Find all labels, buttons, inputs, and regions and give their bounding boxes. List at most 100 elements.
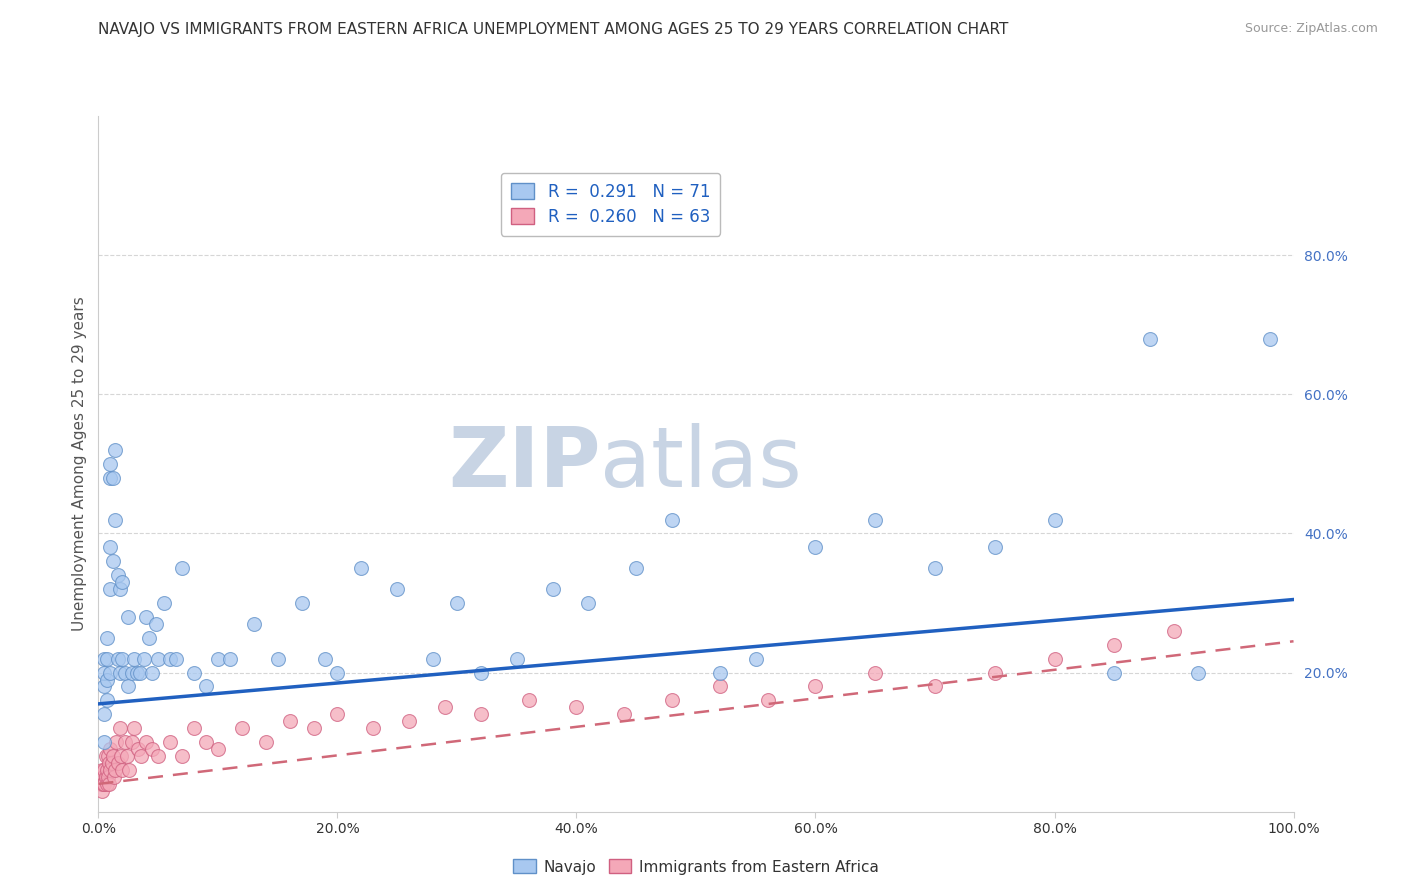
Point (446, 596, 468, 610)
Point (98, 763, 122, 777)
Point (104, 512, 127, 526)
Point (101, 554, 124, 568)
Point (138, 631, 160, 645)
Point (94, 770, 117, 784)
Point (96, 673, 118, 687)
Point (517, 693, 540, 707)
Point (93, 735, 115, 749)
Point (745, 651, 768, 665)
Point (159, 735, 181, 749)
Point (108, 721, 131, 735)
Point (278, 714, 301, 729)
Point (108, 665, 131, 680)
Point (114, 665, 136, 680)
Point (613, 707, 636, 722)
Point (207, 651, 229, 665)
Point (506, 651, 529, 665)
Point (756, 693, 779, 707)
Point (183, 721, 205, 735)
Point (98, 541, 122, 555)
Point (93, 651, 115, 665)
Point (1187, 665, 1209, 680)
Point (148, 749, 170, 764)
Point (924, 680, 946, 694)
Point (363, 721, 385, 735)
Point (114, 735, 136, 749)
Point (108, 582, 131, 596)
Point (101, 471, 124, 485)
Point (111, 763, 134, 777)
Point (93, 777, 115, 791)
Point (1102, 665, 1125, 680)
Point (131, 749, 153, 764)
Point (183, 665, 205, 680)
Point (1258, 332, 1281, 346)
Point (243, 616, 266, 631)
Point (231, 721, 253, 735)
Point (350, 561, 373, 575)
Point (983, 541, 1005, 555)
Point (129, 665, 152, 680)
Point (96, 693, 118, 707)
Point (141, 742, 163, 756)
Point (661, 512, 683, 526)
Point (98, 756, 121, 770)
Point (96, 651, 118, 665)
Point (470, 665, 492, 680)
Point (111, 575, 134, 590)
Point (111, 651, 134, 665)
Point (470, 707, 492, 722)
Point (153, 596, 176, 610)
Point (207, 742, 229, 756)
Point (93, 665, 115, 680)
Point (326, 665, 349, 680)
Point (96, 777, 118, 791)
Point (104, 442, 127, 457)
Point (267, 651, 290, 665)
Y-axis label: Unemployment Among Ages 25 to 29 years: Unemployment Among Ages 25 to 29 years (72, 296, 87, 632)
Point (326, 707, 349, 722)
Point (315, 651, 337, 665)
Text: Source: ZipAtlas.com: Source: ZipAtlas.com (1244, 22, 1378, 36)
Point (290, 596, 312, 610)
Point (132, 651, 155, 665)
Point (91, 784, 114, 798)
Text: NAVAJO VS IMMIGRANTS FROM EASTERN AFRICA UNEMPLOYMENT AMONG AGES 25 TO 29 YEARS : NAVAJO VS IMMIGRANTS FROM EASTERN AFRICA… (98, 22, 1008, 37)
Point (94, 749, 117, 764)
Point (104, 763, 127, 777)
Point (107, 756, 129, 770)
Point (145, 616, 167, 631)
Point (194, 680, 217, 694)
Point (302, 721, 325, 735)
Point (124, 651, 146, 665)
Point (433, 700, 456, 714)
Point (118, 763, 141, 777)
Point (96, 763, 118, 777)
Point (1163, 624, 1185, 638)
Point (117, 610, 139, 624)
Point (110, 749, 132, 764)
Point (91, 770, 114, 784)
Point (422, 651, 444, 665)
Point (115, 749, 138, 764)
Point (98, 665, 122, 680)
Point (983, 665, 1005, 680)
Point (121, 735, 143, 749)
Point (1043, 651, 1066, 665)
Point (97, 749, 120, 764)
Legend: Navajo, Immigrants from Eastern Africa: Navajo, Immigrants from Eastern Africa (508, 854, 884, 880)
Point (624, 561, 647, 575)
Point (148, 651, 170, 665)
Point (385, 582, 409, 596)
Point (804, 541, 827, 555)
Point (93, 707, 115, 722)
Point (135, 610, 157, 624)
Point (117, 680, 139, 694)
Point (135, 735, 157, 749)
Point (141, 665, 163, 680)
Point (709, 680, 731, 694)
Point (107, 568, 129, 582)
Point (1139, 332, 1161, 346)
Point (661, 693, 683, 707)
Point (804, 680, 827, 694)
